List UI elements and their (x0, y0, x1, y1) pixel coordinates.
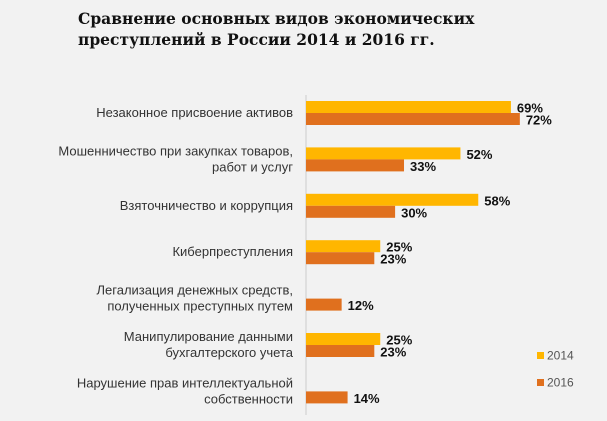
data-label-2014: 58% (484, 193, 510, 208)
data-label-2016: 12% (348, 298, 374, 313)
category-label: Киберпреступления (172, 244, 293, 259)
category-label: Незаконное присвоение активов (96, 105, 293, 120)
data-label-2014: 69% (517, 101, 543, 116)
data-label-2016: 72% (526, 113, 552, 128)
data-label-2016: 33% (410, 159, 436, 174)
bar-2016 (306, 113, 520, 125)
bar-2016 (306, 252, 375, 265)
data-label-2016: 30% (401, 205, 427, 220)
data-label-2014: 25% (386, 333, 412, 348)
bar-2016 (306, 159, 405, 172)
category-label: работ и услуг (212, 159, 293, 174)
data-label-2016: 23% (380, 345, 406, 360)
data-label-2016: 23% (380, 252, 406, 267)
legend-swatch-2014 (537, 352, 544, 359)
data-label-2014: 25% (386, 240, 412, 255)
category-label: Нарушение прав интеллектуальной (77, 375, 293, 390)
legend-label-2014: 2014 (547, 349, 574, 363)
category-label: Манипулирование данными (124, 329, 293, 344)
category-label: собственности (204, 391, 293, 406)
category-label: Легализация денежных средств, (97, 283, 294, 298)
bar-2014 (306, 240, 381, 253)
legend-swatch-2016 (537, 379, 544, 386)
bar-2014 (306, 101, 511, 113)
category-label: полученных преступных путем (107, 299, 293, 314)
category-label: бухгалтерского учета (165, 345, 293, 360)
category-label: Взяточничество и коррупция (120, 198, 293, 213)
legend-label-2016: 2016 (547, 376, 574, 390)
bar-2014 (306, 147, 461, 160)
bar-2014 (306, 193, 479, 206)
data-label-2014: 52% (466, 147, 492, 162)
chart-title: Сравнение основных видов экономических п… (78, 9, 475, 49)
bar-2016 (306, 205, 396, 218)
bar-2014 (306, 333, 381, 345)
bar-2016 (306, 391, 348, 404)
category-label: Мошенничество при закупках товаров, (58, 143, 293, 158)
data-label-2016: 14% (354, 391, 380, 406)
bar-2016 (306, 345, 375, 357)
bar-2016 (306, 298, 342, 311)
